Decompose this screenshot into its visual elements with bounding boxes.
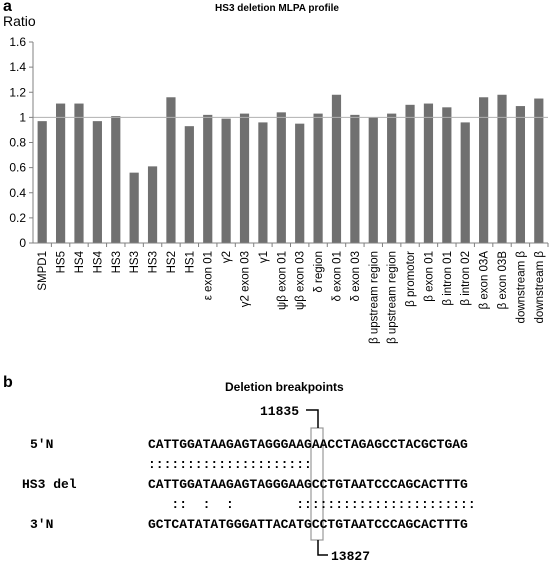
x-tick-label: β exon 01: [423, 251, 435, 302]
bottom-breakpoint-label: 13827: [331, 549, 371, 564]
y-tick-label: 1.4: [9, 60, 26, 74]
y-tick-label: 1.2: [9, 85, 26, 99]
y-axis-ticks: 0 0.2 0.4 0.6 0.8 1 1.2 1.4 1.6: [9, 35, 33, 250]
bar: [368, 117, 378, 243]
x-tick-label: β intron 02: [460, 251, 472, 306]
panel-b-label: b: [3, 374, 13, 391]
bar: [331, 94, 342, 243]
x-tick-label: β promotor: [405, 251, 417, 307]
x-tick-label: ψβ exon 03: [295, 251, 307, 310]
bar: [387, 113, 397, 243]
bars: [37, 94, 544, 244]
panel-a-label: a: [3, 0, 12, 15]
bar: [405, 104, 415, 243]
bar: [37, 121, 47, 243]
bar: [166, 97, 176, 244]
chart-title: HS3 deletion MLPA profile: [215, 3, 339, 14]
x-tick-label: HS4: [92, 250, 104, 273]
y-axis-label: Ratio: [3, 13, 36, 29]
row-name-5n: 5'N: [30, 437, 54, 452]
bottom-breakpoint-line: [317, 540, 328, 556]
y-tick-label: 0.8: [9, 136, 26, 150]
x-tick-label: HS1: [184, 251, 196, 273]
bar: [442, 107, 452, 243]
bar: [313, 113, 323, 243]
y-tick-label: 0.2: [9, 211, 26, 225]
y-tick-label: 1.6: [9, 35, 26, 49]
bar: [147, 166, 158, 243]
x-tick-label: HS3: [129, 251, 141, 273]
x-tick-label: SMPD1: [37, 251, 49, 291]
bar: [203, 114, 213, 243]
bar: [239, 113, 250, 243]
x-tick-label: β upstream region: [368, 251, 380, 344]
y-tick-label: 0: [19, 236, 26, 250]
x-tick-label: HS3: [111, 251, 123, 273]
x-tick-label: β exon 03A: [479, 251, 491, 310]
bar: [350, 114, 360, 243]
x-tick-label: HS4: [74, 250, 86, 273]
x-tick-label: δ exon 03: [350, 251, 362, 302]
row-name-hs3-del: HS3 del: [22, 477, 77, 492]
bar: [423, 103, 434, 244]
match-row-bottom: :: : : :::::::::::::::::::::::: [148, 497, 476, 512]
x-tick-label: δ exon 01: [331, 251, 343, 302]
y-tick-label: 0.6: [9, 161, 26, 175]
top-breakpoint-line: [306, 409, 319, 428]
x-tick-label: γ2 exon 03: [240, 251, 252, 307]
x-tick-label: HS5: [56, 251, 68, 273]
x-tick-label: downstream β: [534, 251, 546, 324]
x-tick-label: ψβ exon 01: [276, 251, 288, 310]
bar: [460, 122, 470, 243]
y-tick-label: 0.4: [9, 186, 26, 200]
bar: [534, 98, 544, 243]
x-tick-label: β intron 01: [442, 251, 454, 306]
x-tick-label: HS3: [148, 251, 160, 273]
sequence-3n: GCTCATATATGGGATTACATGCCTGTAATCCCAGCACTTT…: [148, 517, 468, 532]
sequence-hs3-del: CATTGGATAAGAGTAGGGAAGCCTGTAATCCCAGCACTTT…: [148, 477, 468, 492]
bar: [221, 118, 231, 243]
match-row-top: :::::::::::::::::::::: [148, 457, 312, 472]
x-tick-label: ε exon 01: [203, 251, 215, 300]
row-name-3n: 3'N: [30, 517, 54, 532]
y-tick-label: 1: [19, 110, 26, 124]
x-tick-label: HS2: [166, 251, 178, 273]
bar: [276, 112, 286, 243]
x-tick-label: δ region: [313, 251, 325, 293]
bar: [74, 103, 84, 244]
x-tick-label: downstream β: [515, 251, 527, 324]
mlpa-bar-chart: HS3 deletion MLPA profile Ratio 00.20.40…: [3, 3, 549, 344]
bar: [258, 122, 268, 243]
sequence-5n: CATTGGATAAGAGTAGGGAAGAACCTAGAGCCTACGCTGA…: [148, 437, 468, 452]
bar: [92, 121, 102, 243]
x-tick-label: β exon 03B: [497, 251, 509, 310]
bar: [295, 123, 305, 243]
x-axis-labels: SMPD1 HS5 HS4 HS4 HS3 HS3 HS3 HS2 HS1 ε exon 01 γ2…: [37, 243, 549, 344]
bar: [184, 126, 194, 243]
bar: [129, 172, 139, 243]
bar: [111, 116, 121, 243]
top-breakpoint-label: 11835: [260, 404, 300, 419]
bar: [497, 94, 507, 243]
bar: [515, 106, 526, 243]
x-tick-label: γ1: [258, 251, 270, 263]
x-tick-label: β upstream region: [387, 251, 399, 344]
bar: [479, 97, 489, 244]
bar: [55, 103, 66, 244]
x-tick-label: γ2: [221, 251, 233, 263]
breakpoints-title: Deletion breakpoints: [225, 380, 344, 394]
